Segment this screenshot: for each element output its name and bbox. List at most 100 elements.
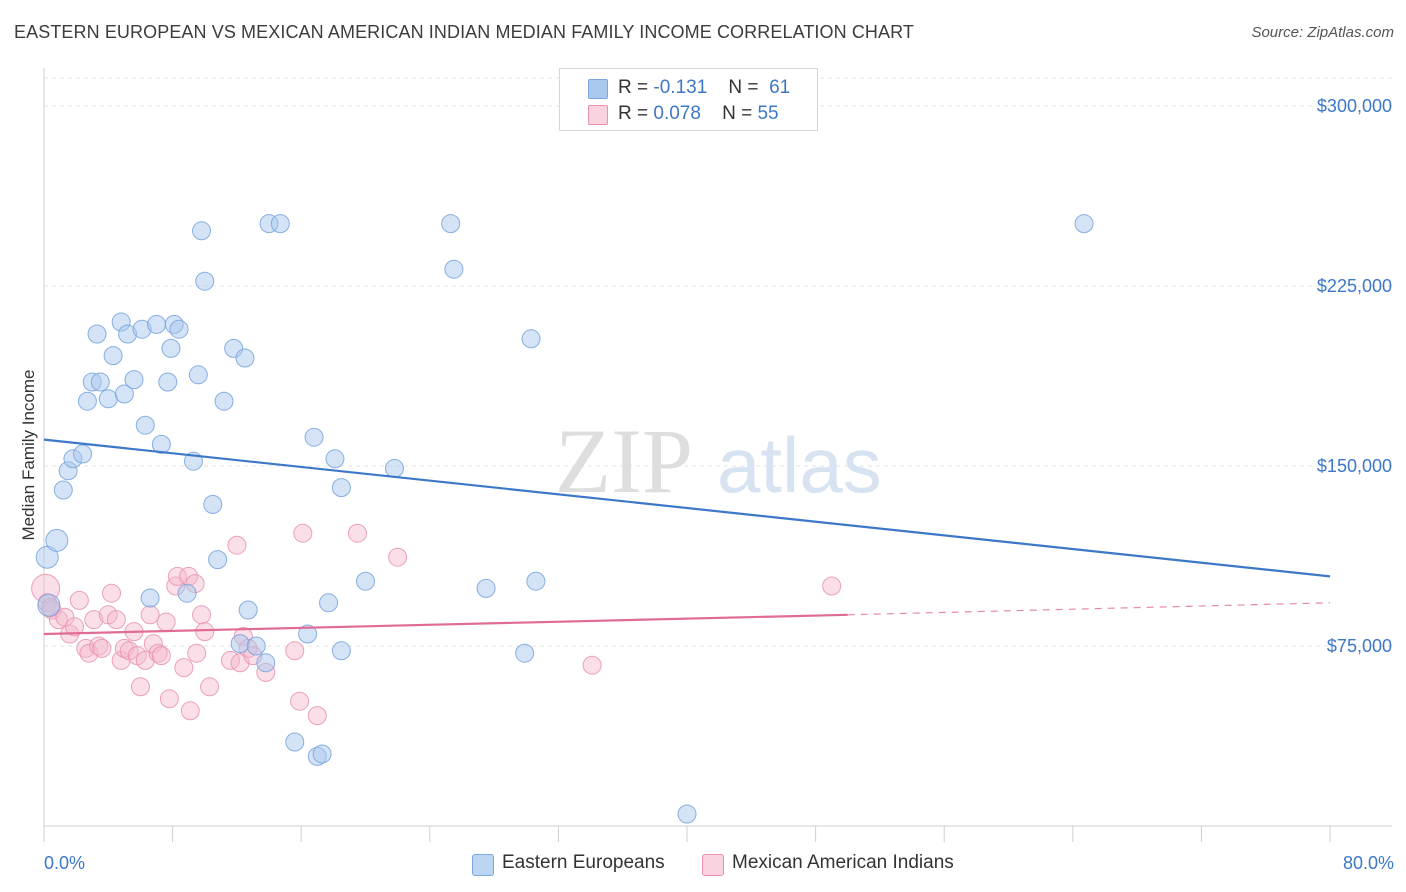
point-eastern-europeans (270, 214, 290, 234)
point-eastern-europeans (331, 478, 351, 498)
tick-labels: $75,000 $150,000 $225,000 $300,000 0.0% 80.0% (44, 96, 1394, 873)
point-mexican-american-indians (167, 566, 187, 586)
point-eastern-europeans (384, 458, 404, 478)
point-mexican-american-indians (69, 590, 89, 610)
chart-title: EASTERN EUROPEAN VS MEXICAN AMERICAN IND… (14, 22, 915, 42)
point-eastern-europeans (331, 641, 351, 661)
point-mexican-american-indians (159, 689, 179, 709)
point-mexican-american-indians (187, 643, 207, 663)
point-mexican-american-indians (290, 691, 310, 711)
point-eastern-europeans (304, 427, 324, 447)
point-mexican-american-indians (89, 636, 109, 656)
point-mexican-american-indians (102, 583, 122, 603)
point-eastern-europeans (677, 804, 697, 824)
point-eastern-europeans (441, 214, 461, 234)
point-eastern-europeans (98, 389, 118, 409)
source-label: Source: ZipAtlas.com (1251, 24, 1394, 41)
swatch-pink (588, 105, 608, 125)
point-eastern-europeans (444, 259, 464, 279)
point-mexican-american-indians (92, 638, 112, 658)
point-mexican-american-indians (106, 610, 126, 630)
point-eastern-europeans (256, 653, 276, 673)
point-eastern-europeans (124, 370, 144, 390)
trend-line-mexican-american-indians-extension (847, 602, 1331, 616)
point-mexican-american-indians (151, 646, 171, 666)
correlation-legend: R = -0.131 N = 61 R = 0.078 N = 55 (559, 68, 818, 131)
point-eastern-europeans (151, 434, 171, 454)
point-eastern-europeans (526, 571, 546, 591)
point-eastern-europeans (135, 415, 155, 435)
watermark-atlas: atlas (717, 421, 882, 509)
n-value: 61 (769, 77, 791, 98)
r-label: R = (618, 77, 649, 98)
point-eastern-europeans (203, 494, 223, 514)
y-axis-label: Median Family Income (19, 369, 38, 540)
point-mexican-american-indians (293, 523, 313, 543)
point-eastern-europeans (325, 449, 345, 469)
point-eastern-europeans (114, 384, 134, 404)
point-eastern-europeans (356, 571, 375, 591)
point-eastern-europeans (312, 744, 332, 764)
point-mexican-american-indians (195, 622, 215, 642)
point-eastern-europeans (230, 634, 250, 654)
point-eastern-europeans (140, 588, 160, 608)
point-mexican-american-indians (307, 706, 327, 726)
x-tick-label: 80.0% (1343, 853, 1394, 873)
n-label: N = (722, 103, 753, 124)
r-value: -0.131 (653, 77, 708, 98)
x-tick-label: 0.0% (44, 853, 85, 873)
point-mexican-american-indians (388, 547, 408, 567)
point-eastern-europeans (188, 365, 208, 385)
point-eastern-europeans (177, 583, 197, 603)
point-eastern-europeans (1074, 214, 1094, 234)
series-legend: Eastern Europeans Mexican American India… (0, 851, 1406, 879)
point-eastern-europeans (235, 348, 255, 368)
point-mexican-american-indians (582, 655, 602, 675)
point-eastern-europeans (169, 319, 189, 339)
n-label: N = (728, 77, 759, 98)
legend-label: Eastern Europeans (502, 852, 665, 873)
point-eastern-europeans (319, 593, 339, 613)
y-tick-label: $300,000 (1317, 96, 1392, 116)
point-eastern-europeans (476, 578, 496, 598)
y-tick-label: $150,000 (1317, 456, 1392, 476)
point-eastern-europeans (37, 593, 61, 617)
point-eastern-europeans (195, 271, 215, 291)
point-eastern-europeans (238, 600, 258, 620)
point-eastern-europeans (246, 636, 266, 656)
series-eastern-europeans (35, 214, 1094, 824)
trend-lines (43, 438, 1331, 636)
point-eastern-europeans (515, 643, 535, 663)
point-mexican-american-indians (285, 641, 305, 661)
point-eastern-europeans (87, 324, 107, 344)
series-mexican-american-indians (31, 523, 842, 726)
legend-label: Mexican American Indians (732, 852, 954, 873)
point-mexican-american-indians (192, 605, 212, 625)
point-mexican-american-indians (79, 643, 99, 663)
point-eastern-europeans (298, 624, 318, 644)
y-tick-label: $225,000 (1317, 276, 1392, 296)
point-eastern-europeans (45, 528, 69, 552)
point-eastern-europeans (285, 732, 305, 752)
point-eastern-europeans (77, 391, 97, 411)
point-mexican-american-indians (180, 701, 200, 721)
point-mexican-american-indians (227, 535, 247, 555)
point-eastern-europeans (214, 391, 234, 411)
point-mexican-american-indians (140, 605, 160, 625)
point-mexican-american-indians (130, 677, 150, 697)
point-mexican-american-indians (156, 612, 176, 632)
r-label: R = (618, 103, 649, 124)
swatch-blue (472, 854, 494, 876)
axes (43, 68, 1392, 842)
trend-line-eastern-europeans (43, 438, 1331, 578)
point-eastern-europeans (192, 221, 212, 241)
y-tick-label: $75,000 (1327, 636, 1392, 656)
watermark-zip: ZIP (555, 410, 693, 512)
swatch-blue (588, 79, 608, 99)
point-mexican-american-indians (84, 610, 104, 630)
n-value: 55 (757, 103, 779, 124)
point-eastern-europeans (521, 329, 541, 349)
point-eastern-europeans (73, 444, 93, 464)
point-mexican-american-indians (822, 576, 842, 596)
